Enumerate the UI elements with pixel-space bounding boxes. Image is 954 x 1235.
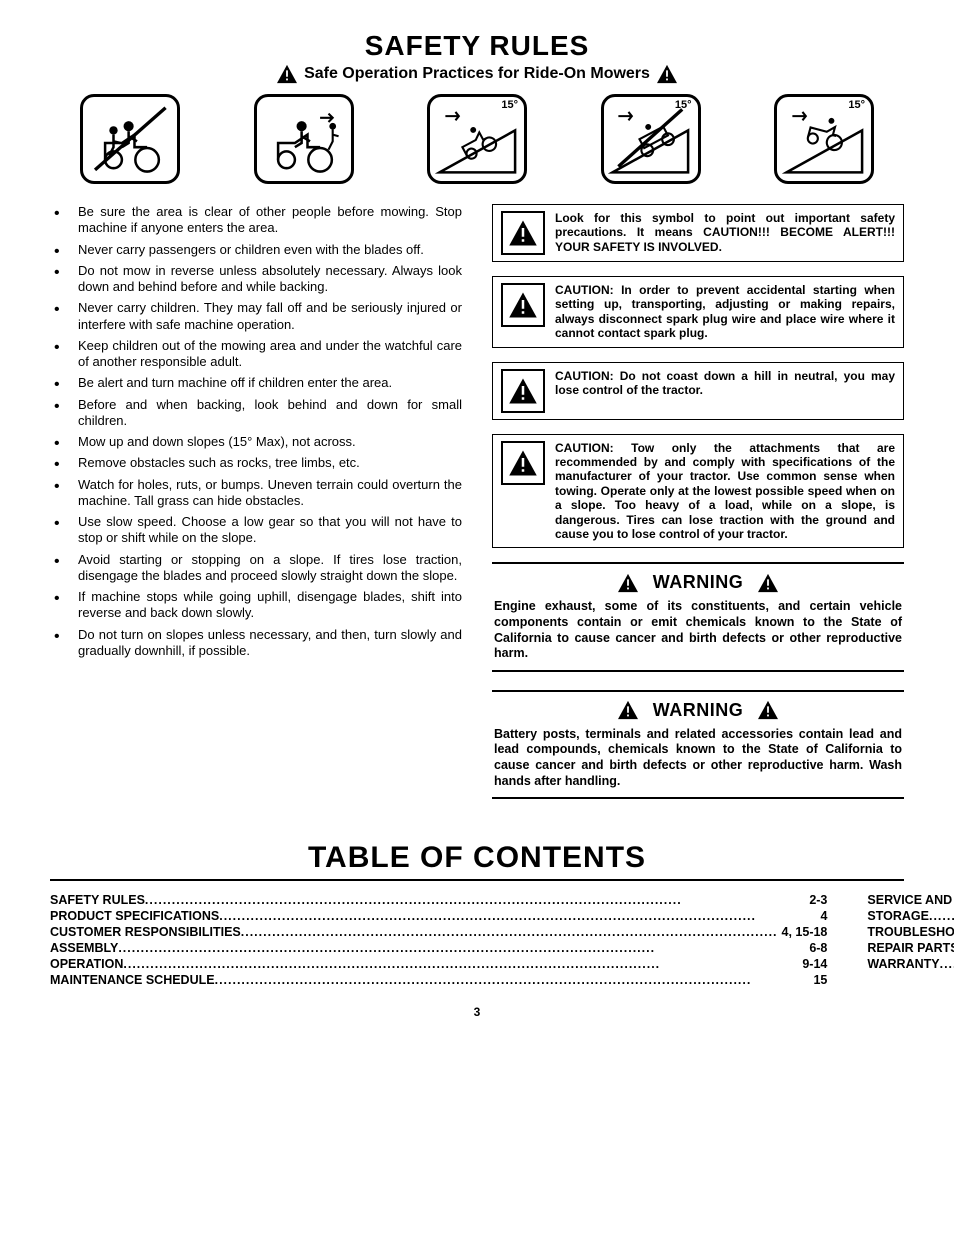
safety-icon-slope-updown: 15° bbox=[427, 94, 527, 184]
toc-row: OPERATION9-14 bbox=[50, 957, 827, 971]
bullet-item: Be alert and turn machine off if childre… bbox=[78, 375, 462, 391]
caution-text: CAUTION: Tow only the attachments that a… bbox=[555, 441, 895, 542]
caution-box: CAUTION: In order to prevent accidental … bbox=[492, 276, 904, 348]
warning-body: Battery posts, terminals and related acc… bbox=[494, 727, 902, 790]
toc-row: ASSEMBLY6-8 bbox=[50, 941, 827, 955]
warning-label: WARNING bbox=[653, 572, 744, 593]
safety-icon-child-away bbox=[254, 94, 354, 184]
bullet-item: Be sure the area is clear of other peopl… bbox=[78, 204, 462, 237]
warning-block: WARNING Battery posts, terminals and rel… bbox=[492, 690, 904, 800]
bullet-item: Mow up and down slopes (15° Max), not ac… bbox=[78, 434, 462, 450]
caution-box: CAUTION: Do not coast down a hill in neu… bbox=[492, 362, 904, 420]
bullet-item: Keep children out of the mowing area and… bbox=[78, 338, 462, 371]
bullet-item: Do not mow in reverse unless absolutely … bbox=[78, 263, 462, 296]
caution-text: Look for this symbol to point out import… bbox=[555, 211, 895, 254]
toc-row: WARRANTY46 bbox=[867, 957, 954, 971]
bullet-item: Never carry children. They may fall off … bbox=[78, 300, 462, 333]
bullet-item: Avoid starting or stopping on a slope. I… bbox=[78, 552, 462, 585]
warning-header: WARNING bbox=[494, 700, 902, 721]
caution-icon bbox=[501, 283, 545, 327]
safety-icon-slope-tip: 15° bbox=[774, 94, 874, 184]
toc-row: CUSTOMER RESPONSIBILITIES4, 15-18 bbox=[50, 925, 827, 939]
toc-row: MAINTENANCE SCHEDULE15 bbox=[50, 973, 827, 987]
bullet-item: Remove obstacles such as rocks, tree lim… bbox=[78, 455, 462, 471]
bullet-item: Watch for holes, ruts, or bumps. Uneven … bbox=[78, 477, 462, 510]
toc-right: SERVICE AND ADJUSTMENTS19-23 STORAGE24 T… bbox=[867, 893, 954, 989]
page-title: SAFETY RULES bbox=[50, 30, 904, 62]
toc-title: TABLE OF CONTENTS bbox=[50, 841, 904, 875]
toc-row: STORAGE24 bbox=[867, 909, 954, 923]
safety-icon-slope-across: 15° bbox=[601, 94, 701, 184]
warning-icon bbox=[276, 64, 298, 84]
bullet-list: Be sure the area is clear of other peopl… bbox=[50, 204, 462, 659]
toc-row: TROUBLESHOOTING25-26 bbox=[867, 925, 954, 939]
toc-row: SERVICE AND ADJUSTMENTS19-23 bbox=[867, 893, 954, 907]
caution-box: CAUTION: Tow only the attachments that a… bbox=[492, 434, 904, 549]
warning-icon bbox=[656, 64, 678, 84]
bullet-item: If machine stops while going uphill, dis… bbox=[78, 589, 462, 622]
bullet-item: Never carry passengers or children even … bbox=[78, 242, 462, 258]
caution-icon bbox=[501, 441, 545, 485]
bullet-item: Use slow speed. Choose a low gear so tha… bbox=[78, 514, 462, 547]
safety-icon-no-passenger bbox=[80, 94, 180, 184]
right-column: Look for this symbol to point out import… bbox=[492, 204, 904, 817]
subtitle-row: Safe Operation Practices for Ride-On Mow… bbox=[50, 64, 904, 84]
page-number: 3 bbox=[50, 1005, 904, 1019]
caution-icon bbox=[501, 369, 545, 413]
safety-icon-row: 15° 15° 15° bbox=[80, 94, 874, 184]
caution-text: CAUTION: Do not coast down a hill in neu… bbox=[555, 369, 895, 398]
caution-box: Look for this symbol to point out import… bbox=[492, 204, 904, 262]
warning-icon bbox=[617, 573, 639, 593]
caution-icon bbox=[501, 211, 545, 255]
warning-icon bbox=[617, 700, 639, 720]
header: SAFETY RULES Safe Operation Practices fo… bbox=[50, 30, 904, 84]
bullet-item: Do not turn on slopes unless necessary, … bbox=[78, 627, 462, 660]
warning-block: WARNING Engine exhaust, some of its cons… bbox=[492, 562, 904, 672]
warning-body: Engine exhaust, some of its constituents… bbox=[494, 599, 902, 662]
caution-text: CAUTION: In order to prevent accidental … bbox=[555, 283, 895, 341]
warning-label: WARNING bbox=[653, 700, 744, 721]
left-column: Be sure the area is clear of other peopl… bbox=[50, 204, 462, 817]
toc-rule bbox=[50, 879, 904, 881]
warning-icon bbox=[757, 573, 779, 593]
warning-header: WARNING bbox=[494, 572, 902, 593]
toc-row: SAFETY RULES2-3 bbox=[50, 893, 827, 907]
bullet-item: Before and when backing, look behind and… bbox=[78, 397, 462, 430]
toc-row: REPAIR PARTS28-43 bbox=[867, 941, 954, 955]
toc-left: SAFETY RULES2-3 PRODUCT SPECIFICATIONS4 … bbox=[50, 893, 827, 989]
toc-row: PRODUCT SPECIFICATIONS4 bbox=[50, 909, 827, 923]
content-columns: Be sure the area is clear of other peopl… bbox=[50, 204, 904, 817]
toc-columns: SAFETY RULES2-3 PRODUCT SPECIFICATIONS4 … bbox=[50, 893, 904, 989]
warning-icon bbox=[757, 700, 779, 720]
subtitle: Safe Operation Practices for Ride-On Mow… bbox=[304, 65, 650, 83]
